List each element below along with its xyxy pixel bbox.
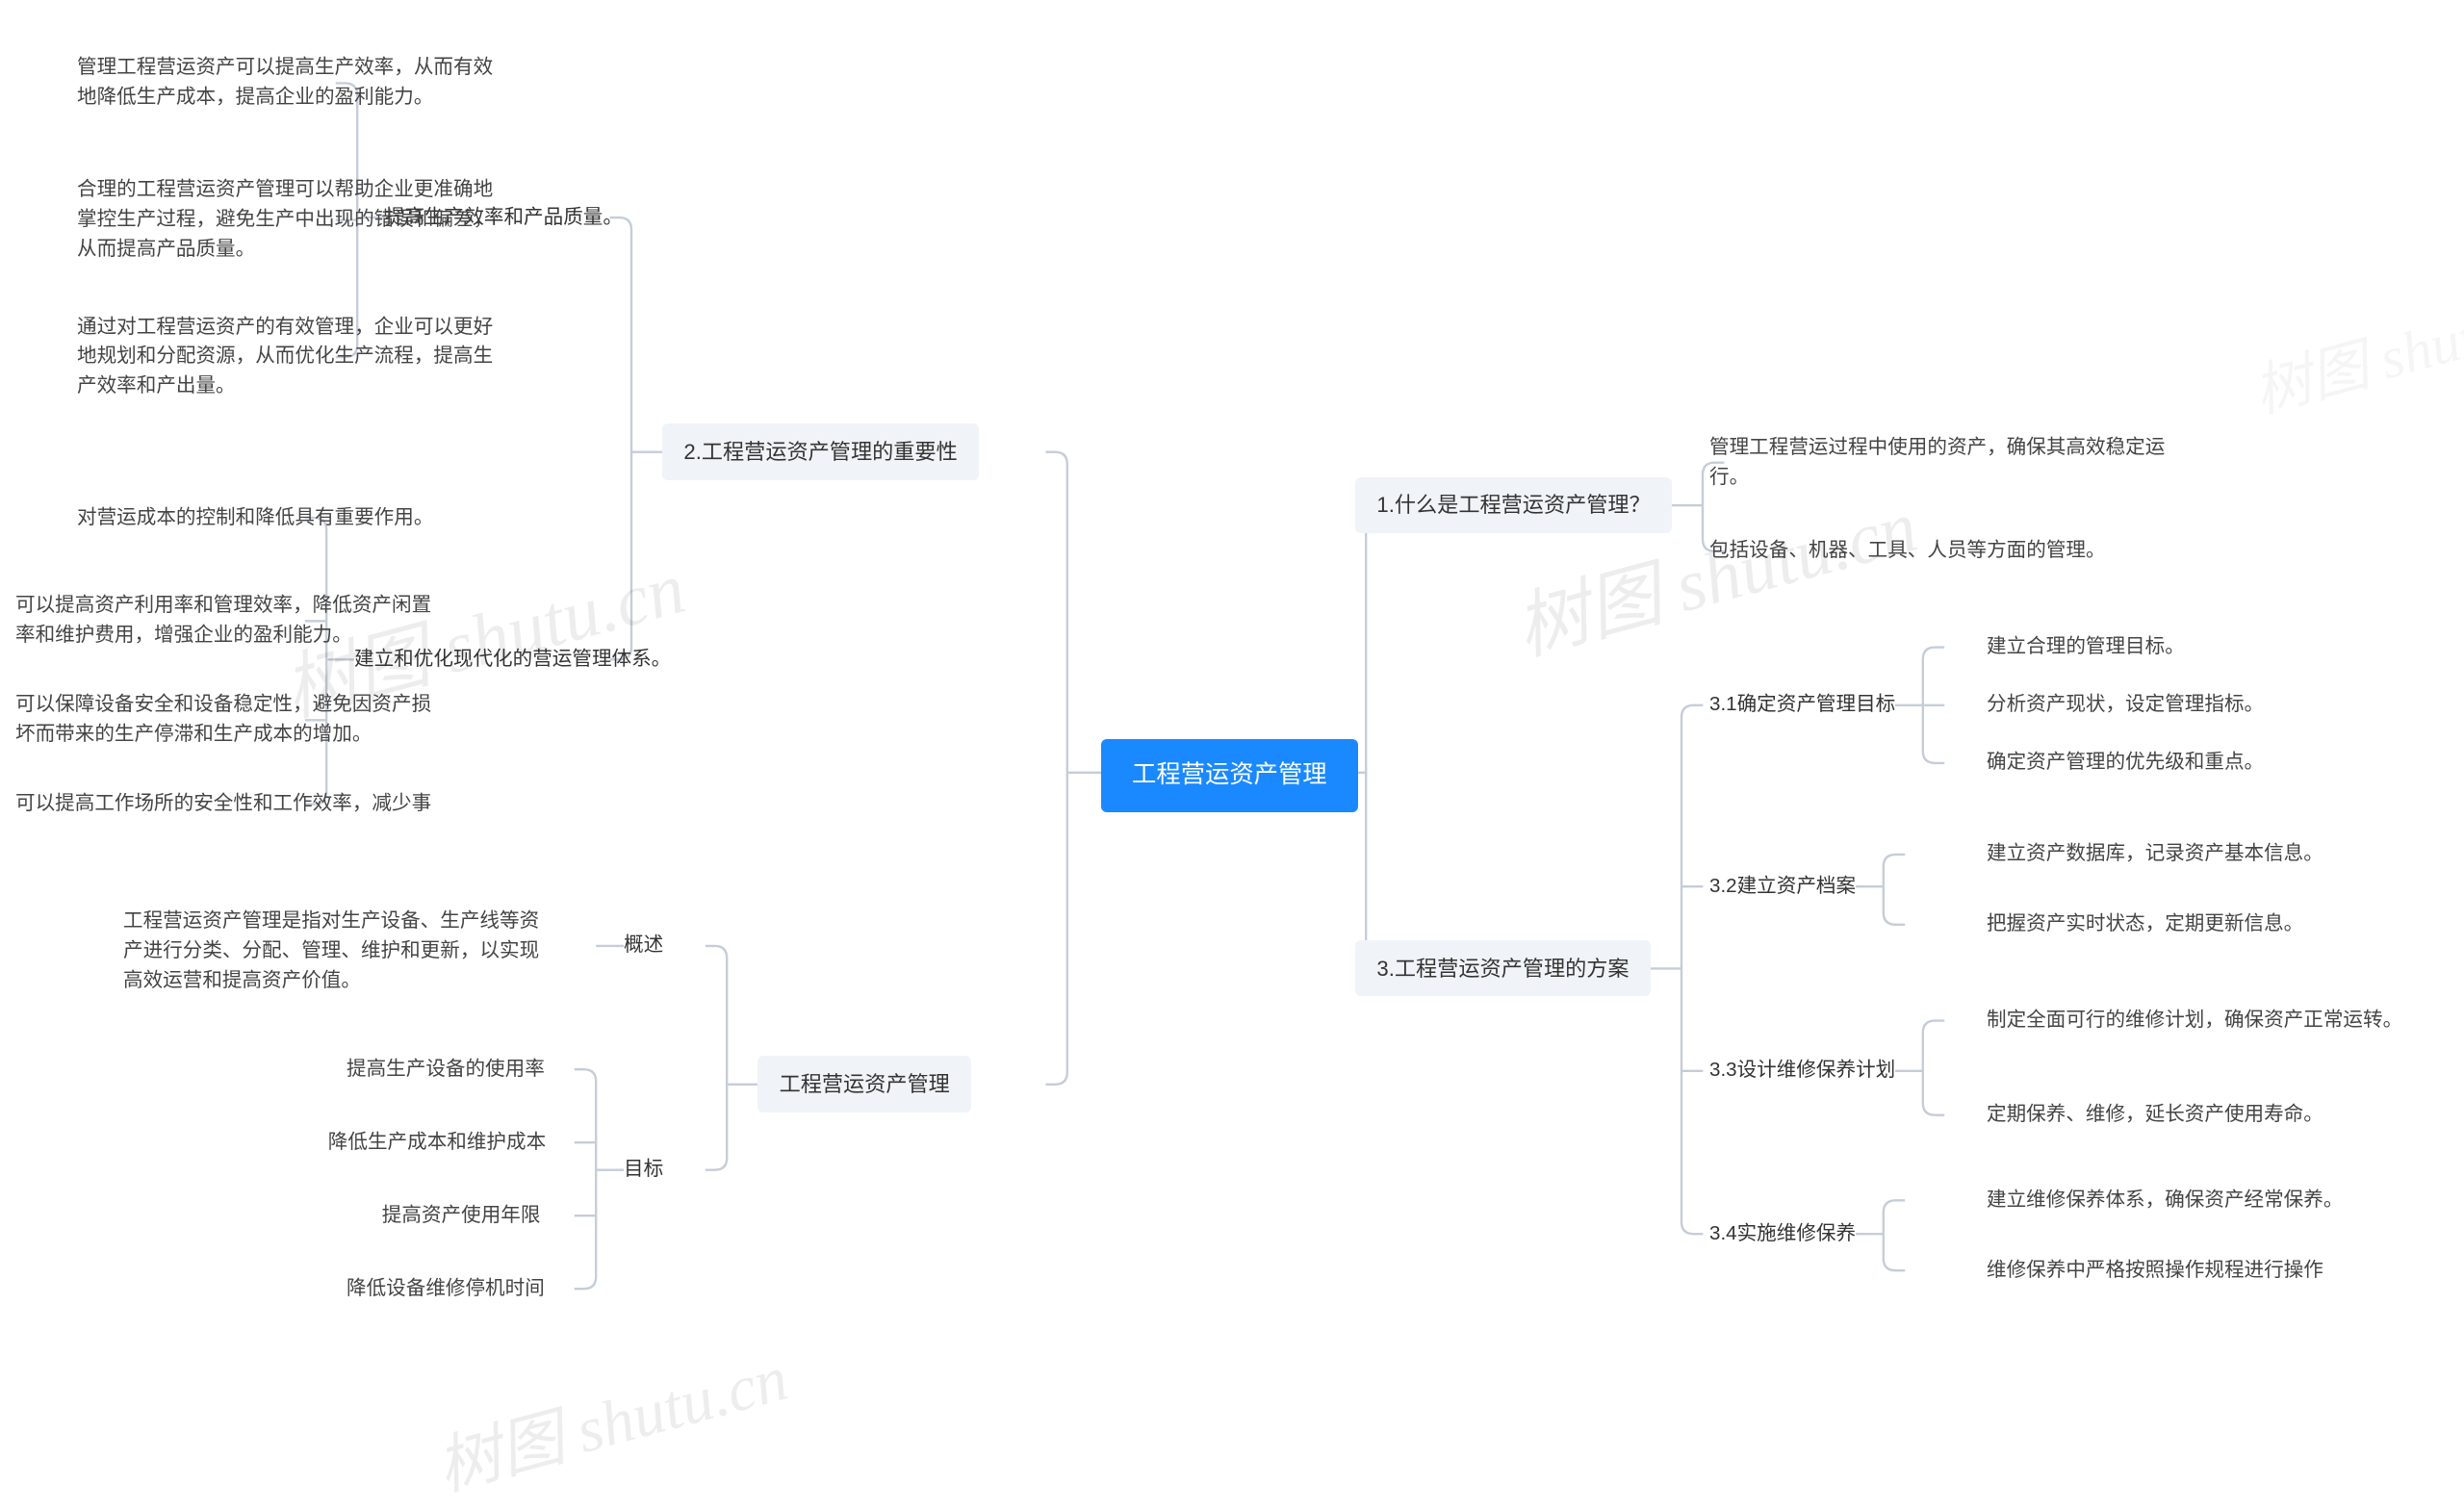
leaf-l-0-1-0: 对营运成本的控制和降低具有重要作用。 [77, 503, 433, 533]
leaf-r-1-3-0: 建立维修保养体系，确保资产经常保养。 [1987, 1186, 2343, 1215]
leaf-l-0-1-2: 可以保障设备安全和设备稳定性，避免因资产损坏而带来的生产停滞和生产成本的增加。 [15, 690, 447, 750]
leaf-r-1-3-1: 维修保养中严格按照操作规程进行操作 [1987, 1256, 2323, 1286]
sub-r-1-2: 3.3设计维修保养计划 [1709, 1056, 1895, 1086]
leaf-l-0-1-1: 可以提高资产利用率和管理效率，降低资产闲置率和维护费用，增强企业的盈利能力。 [15, 591, 447, 651]
leaf-l-1-1-0: 提高生产设备的使用率 [346, 1055, 545, 1085]
branch-r-1: 3.工程营运资产管理的方案 [1355, 940, 1651, 997]
leaf-l-0-1-3: 可以提高工作场所的安全性和工作效率，减少事 [15, 789, 431, 819]
branch-l-1: 工程营运资产管理 [757, 1056, 971, 1113]
leaf-r-1-2-1: 定期保养、维修，延长资产使用寿命。 [1987, 1100, 2323, 1130]
leaf-l-1-0-0: 工程营运资产管理是指对生产设备、生产线等资产进行分类、分配、管理、维护和更新，以… [123, 907, 554, 996]
leaf-l-0-0-2: 通过对工程营运资产的有效管理，企业可以更好地规划和分配资源，从而优化生产流程，提… [77, 313, 508, 402]
branch-r-0: 1.什么是工程营运资产管理？ [1355, 477, 1672, 534]
sub-l-1-0: 概述 [624, 931, 663, 960]
leaf-l-0-0-0: 管理工程营运资产可以提高生产效率，从而有效地降低生产成本，提高企业的盈利能力。 [77, 53, 508, 113]
leaf-r-1-0-2: 确定资产管理的优先级和重点。 [1987, 748, 2264, 778]
leaf-r-0-0: 管理工程营运过程中使用的资产，确保其高效稳定运行。 [1709, 433, 2171, 493]
leaf-l-1-1-2: 提高资产使用年限 [382, 1201, 541, 1231]
sub-r-1-0: 3.1确定资产管理目标 [1709, 690, 1895, 720]
leaf-l-1-1-1: 降低生产成本和维护成本 [328, 1128, 546, 1158]
leaf-r-1-1-0: 建立资产数据库，记录资产基本信息。 [1987, 839, 2323, 869]
sub-l-1-1: 目标 [624, 1155, 663, 1185]
leaf-r-1-2-0: 制定全面可行的维修计划，确保资产正常运转。 [1987, 1006, 2402, 1036]
sub-r-1-1: 3.2建立资产档案 [1709, 872, 1856, 902]
leaf-l-0-0-1: 合理的工程营运资产管理可以帮助企业更准确地掌控生产过程，避免生产中出现的错误和偏… [77, 175, 508, 265]
branch-l-0: 2.工程营运资产管理的重要性 [662, 423, 979, 480]
leaf-r-1-0-1: 分析资产现状，设定管理指标。 [1987, 690, 2264, 720]
leaf-r-1-1-1: 把握资产实时状态，定期更新信息。 [1987, 909, 2303, 939]
sub-r-1-3: 3.4实施维修保养 [1709, 1219, 1856, 1249]
leaf-l-1-1-3: 降低设备维修停机时间 [346, 1274, 545, 1304]
root-node: 工程营运资产管理 [1101, 739, 1358, 812]
leaf-r-1-0-0: 建立合理的管理目标。 [1987, 632, 2185, 662]
leaf-r-0-1: 包括设备、机器、工具、人员等方面的管理。 [1709, 536, 2106, 566]
